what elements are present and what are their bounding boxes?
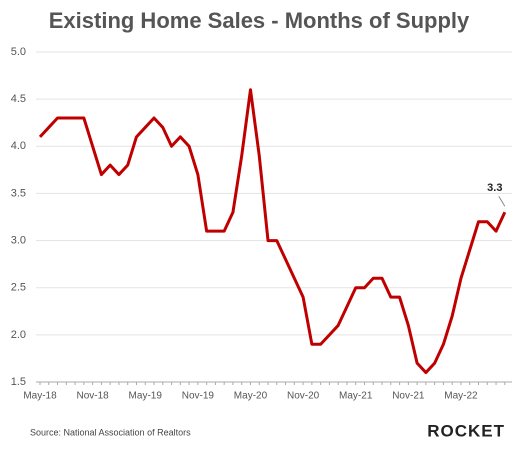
y-tick-label: 3.0 xyxy=(11,234,26,246)
y-tick-label: 1.5 xyxy=(11,376,26,388)
x-tick-label: May-21 xyxy=(339,391,373,402)
x-tick-label: May-22 xyxy=(444,391,478,402)
source: Source: National Association of Realtors xyxy=(30,427,191,437)
y-tick-label: 4.0 xyxy=(11,140,26,152)
data-label: 3.3 xyxy=(487,182,502,194)
x-tick-label: Nov-21 xyxy=(392,391,425,402)
x-tick-label: May-19 xyxy=(129,391,163,402)
x-tick-label: Nov-19 xyxy=(182,391,215,402)
y-tick-label: 2.5 xyxy=(11,282,26,294)
x-tick-label: May-20 xyxy=(234,391,268,402)
y-tick-label: 5.0 xyxy=(11,46,26,58)
y-tick-label: 4.5 xyxy=(11,93,26,105)
chart-title: Existing Home Sales - Months of Supply xyxy=(49,8,470,33)
y-tick-label: 2.0 xyxy=(11,329,26,341)
line xyxy=(38,88,507,375)
leader-line xyxy=(498,196,506,207)
logo: ROCKET xyxy=(427,421,505,440)
x-tick-label: Nov-20 xyxy=(287,391,320,402)
x-tick-label: Nov-18 xyxy=(76,391,109,402)
x-tick-label: May-18 xyxy=(23,391,57,402)
y-tick-label: 3.5 xyxy=(11,187,26,199)
